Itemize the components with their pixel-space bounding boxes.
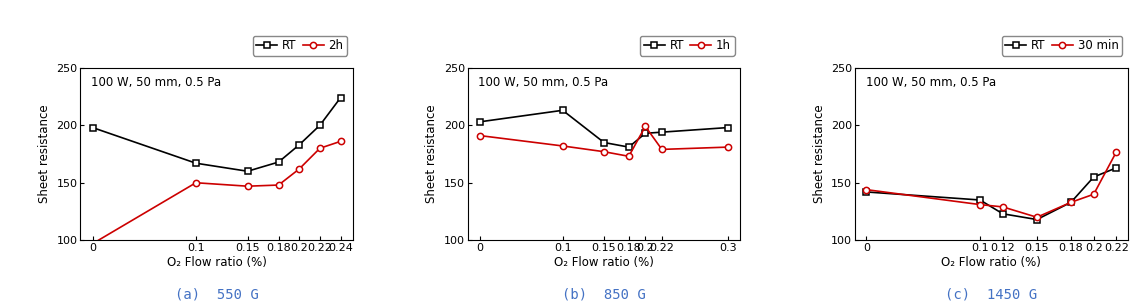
X-axis label: O₂ Flow ratio (%): O₂ Flow ratio (%) bbox=[554, 256, 654, 269]
RT bbox=[333, 96, 347, 99]
1h bbox=[721, 145, 735, 149]
RT bbox=[860, 190, 874, 194]
Y-axis label: Sheet resistance: Sheet resistance bbox=[813, 105, 826, 203]
30 min bbox=[996, 205, 1010, 209]
2h bbox=[313, 146, 326, 150]
Text: 100 W, 50 mm, 0.5 Pa: 100 W, 50 mm, 0.5 Pa bbox=[92, 76, 221, 89]
RT bbox=[721, 126, 735, 129]
Text: (a)  550 G: (a) 550 G bbox=[175, 288, 259, 302]
RT bbox=[996, 212, 1010, 216]
1h bbox=[639, 124, 653, 128]
1h bbox=[655, 148, 669, 151]
Line: RT: RT bbox=[476, 107, 732, 150]
Text: (c)  1450 G: (c) 1450 G bbox=[946, 288, 1037, 302]
Text: 100 W, 50 mm, 0.5 Pa: 100 W, 50 mm, 0.5 Pa bbox=[866, 76, 996, 89]
2h bbox=[189, 181, 203, 184]
Line: 1h: 1h bbox=[476, 123, 732, 160]
RT bbox=[622, 145, 635, 149]
RT bbox=[555, 108, 569, 112]
2h bbox=[271, 183, 285, 187]
RT bbox=[1064, 201, 1077, 204]
RT bbox=[189, 161, 203, 165]
RT bbox=[1087, 175, 1100, 179]
Line: RT: RT bbox=[89, 95, 344, 174]
RT bbox=[292, 143, 306, 147]
1h bbox=[555, 144, 569, 148]
30 min bbox=[1030, 215, 1044, 219]
RT bbox=[973, 198, 987, 202]
30 min bbox=[973, 203, 987, 206]
RT bbox=[473, 120, 487, 124]
Y-axis label: Sheet resistance: Sheet resistance bbox=[38, 105, 50, 203]
RT bbox=[598, 141, 611, 144]
Text: (b)  850 G: (b) 850 G bbox=[562, 288, 646, 302]
Text: 100 W, 50 mm, 0.5 Pa: 100 W, 50 mm, 0.5 Pa bbox=[479, 76, 609, 89]
2h bbox=[240, 184, 254, 188]
2h bbox=[333, 140, 347, 143]
1h bbox=[622, 154, 635, 158]
X-axis label: O₂ Flow ratio (%): O₂ Flow ratio (%) bbox=[167, 256, 267, 269]
RT bbox=[86, 126, 100, 129]
Line: 2h: 2h bbox=[89, 138, 344, 247]
X-axis label: O₂ Flow ratio (%): O₂ Flow ratio (%) bbox=[941, 256, 1041, 269]
30 min bbox=[1110, 150, 1123, 154]
30 min bbox=[1064, 201, 1077, 204]
RT bbox=[639, 132, 653, 135]
Y-axis label: Sheet resistance: Sheet resistance bbox=[425, 105, 439, 203]
RT bbox=[655, 130, 669, 134]
Legend: RT, 30 min: RT, 30 min bbox=[1002, 36, 1122, 56]
Line: RT: RT bbox=[863, 165, 1120, 223]
RT bbox=[271, 160, 285, 164]
Legend: RT, 2h: RT, 2h bbox=[253, 36, 347, 56]
30 min bbox=[1087, 192, 1100, 196]
RT bbox=[313, 124, 326, 127]
30 min bbox=[860, 188, 874, 192]
Line: 30 min: 30 min bbox=[863, 148, 1120, 220]
RT bbox=[240, 169, 254, 173]
1h bbox=[473, 134, 487, 137]
1h bbox=[598, 150, 611, 154]
Legend: RT, 1h: RT, 1h bbox=[640, 36, 734, 56]
2h bbox=[292, 167, 306, 171]
RT bbox=[1030, 218, 1044, 221]
RT bbox=[1110, 166, 1123, 170]
2h bbox=[86, 242, 100, 245]
